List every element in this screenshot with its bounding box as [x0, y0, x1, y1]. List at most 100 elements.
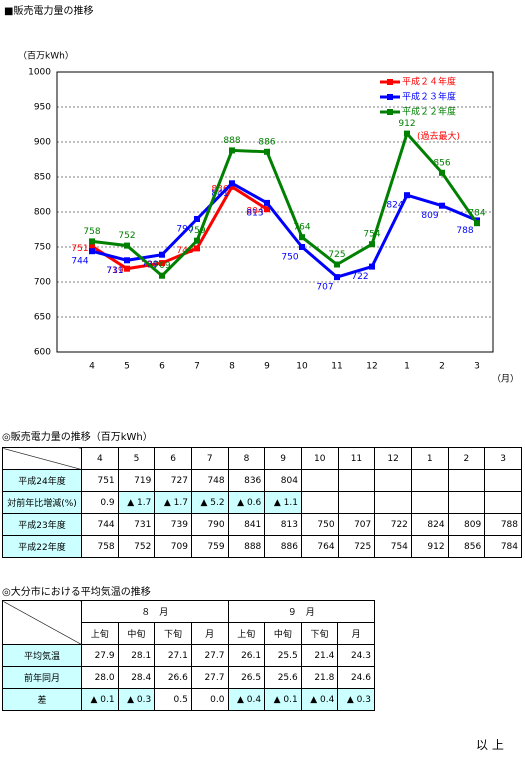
point-marker: [124, 257, 130, 264]
table-cell: 725: [337, 535, 376, 558]
table-cell: ▲ 0.4: [300, 688, 339, 711]
sales-table-title: ◎販売電力量の推移（百万kWh）: [2, 432, 153, 443]
x-tick-label: 5: [124, 362, 130, 372]
point-marker: [264, 199, 270, 206]
sales-table: 4 5 6 7 8 9 10 11 12 1 2 3 平成24年度 751 719 727 748 836 804 対…: [2, 447, 522, 558]
table-cell: 809: [447, 513, 486, 536]
table-cell: 739: [154, 513, 192, 536]
table-cell: 759: [190, 535, 229, 558]
legend-label: 平成２２年度: [402, 106, 456, 118]
table-cell: 対前年比増減(%): [2, 491, 82, 514]
table-cell: 21.4: [300, 644, 339, 667]
table-cell: ▲ 0.3: [117, 688, 156, 711]
y-tick-label: 750: [34, 243, 51, 253]
x-tick-label: 4: [89, 362, 95, 372]
table-cell: 2: [447, 447, 486, 470]
table-cell: 24.3: [337, 644, 375, 667]
table-cell: 27.9: [81, 644, 119, 667]
table-cell: 790: [190, 513, 229, 536]
table-cell: 24.6: [337, 666, 375, 689]
point-marker: [89, 243, 95, 250]
data-label: 912: [398, 119, 415, 129]
table-cell: 750: [300, 513, 339, 536]
table-cell: 751: [81, 469, 119, 492]
table-row: 平成23年度 744 731 739 790 841 813 750 707 722 824 809 7…: [2, 513, 522, 536]
table-cell: 26.6: [154, 666, 192, 689]
table-cell: 9: [264, 447, 302, 470]
table-cell: 8: [227, 447, 266, 470]
y-tick-label: 900: [34, 138, 51, 148]
table-cell: ９ 月: [227, 600, 375, 623]
point-marker: [229, 147, 235, 154]
table-cell: 727: [154, 469, 192, 492]
x-axis-label: （月）: [492, 374, 519, 385]
x-tick-label: 3: [474, 362, 480, 372]
table-cell: 764: [300, 535, 339, 558]
chart: （百万kWh） （月） 600 650 700 750 800 850 900 950 1000…: [18, 51, 519, 385]
series-line: [91, 181, 478, 279]
data-label: 809: [421, 211, 438, 221]
table-cell: [447, 469, 486, 492]
data-label: 788: [456, 226, 473, 236]
table-cell: ▲ 0.3: [337, 688, 375, 711]
table-row: 上旬 中旬 下旬月上旬 中旬 下旬月: [3, 622, 375, 645]
table-cell: 月: [337, 622, 375, 645]
table-cell: [337, 491, 376, 514]
data-label: 804: [246, 207, 263, 217]
y-tick-label: 600: [34, 348, 51, 358]
table-cell: [374, 491, 412, 514]
table-cell: 752: [117, 535, 156, 558]
table-cell: 731: [117, 513, 156, 536]
table-cell: ▲ 1.7: [154, 491, 192, 514]
point-marker: [194, 216, 200, 222]
point-marker: [89, 238, 95, 245]
point-marker: [404, 130, 410, 137]
point-marker: [474, 220, 480, 227]
table-cell: 748: [190, 469, 229, 492]
data-label: 754: [363, 230, 380, 240]
data-label: 784: [468, 209, 485, 219]
table-cell: 中旬: [264, 622, 302, 645]
table-cell: 平成24年度: [2, 469, 82, 492]
table-cell: 744: [81, 513, 119, 536]
table-cell: 788: [484, 513, 522, 536]
table-cell: ▲ 0.1: [81, 688, 119, 711]
point-marker: [299, 244, 305, 250]
data-label: 886: [258, 137, 275, 147]
y-tick-label: 700: [34, 278, 51, 288]
table-cell: [410, 491, 449, 514]
data-label: 764: [293, 223, 310, 233]
data-label: 731: [106, 266, 123, 276]
table-cell: 707: [337, 513, 376, 536]
table-cell: 912: [410, 535, 449, 558]
data-label: 725: [328, 250, 345, 260]
series-line: [91, 184, 268, 271]
table-cell: 754: [374, 535, 412, 558]
table-cell: [374, 469, 412, 492]
table-cell: [447, 491, 486, 514]
point-marker: [299, 234, 305, 241]
legend-marker: [387, 109, 393, 115]
table-cell: 841: [227, 513, 266, 536]
table-cell: 4: [81, 447, 119, 470]
table-cell: 上旬: [81, 622, 119, 645]
data-label: 856: [433, 158, 450, 168]
data-label: 758: [83, 227, 100, 237]
page-title: ■販売電力量の推移: [4, 6, 94, 17]
data-label: 813: [246, 208, 263, 218]
data-label: 836: [211, 184, 228, 194]
table-cell: ▲ 1.1: [264, 491, 302, 514]
table-cell: [410, 469, 449, 492]
series-line: [91, 130, 479, 278]
data-label: 709: [153, 261, 170, 271]
x-tick-label: 2: [439, 362, 445, 372]
table-cell: ▲ 1.7: [117, 491, 156, 514]
table-cell: 26.5: [227, 666, 266, 689]
table-cell: 28.0: [81, 666, 119, 689]
table-cell: 中旬: [117, 622, 156, 645]
x-tick-label: 6: [159, 362, 165, 372]
x-tick-label: 8: [229, 362, 235, 372]
table-cell: ▲ 0.6: [227, 491, 266, 514]
